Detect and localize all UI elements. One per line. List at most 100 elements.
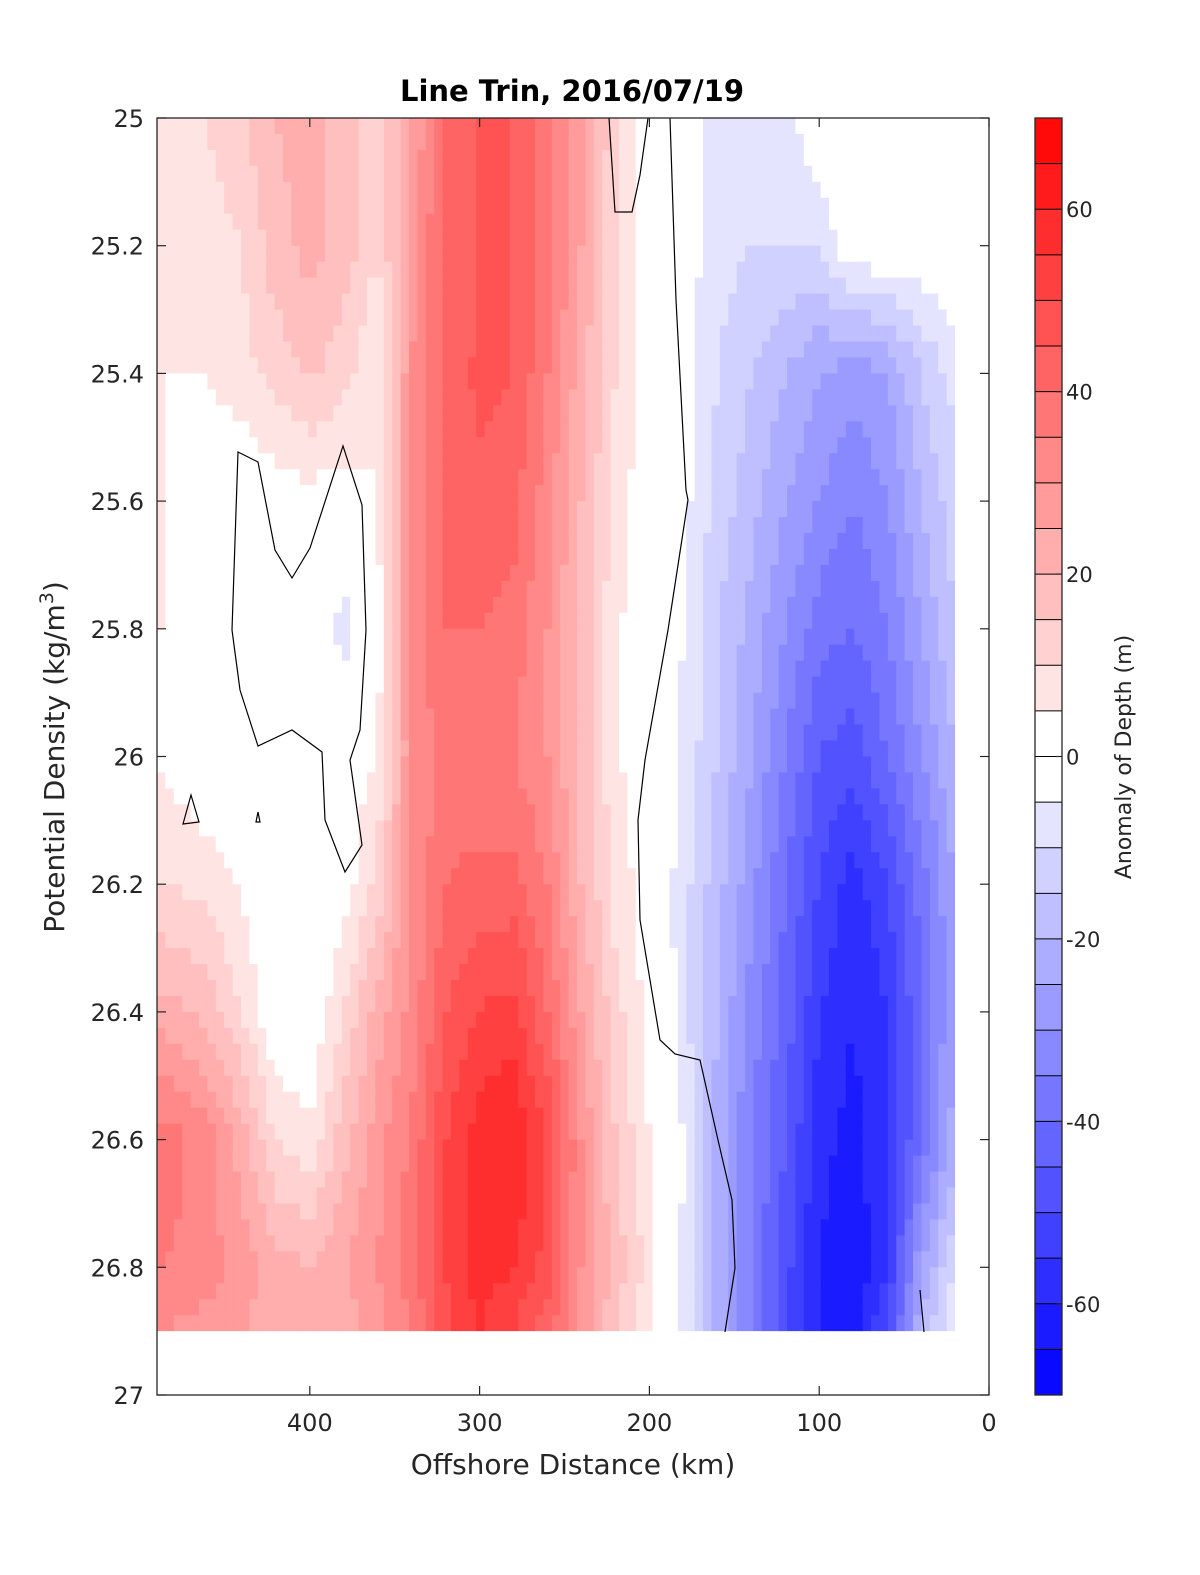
anomaly-cell	[493, 916, 503, 933]
anomaly-cell	[837, 788, 847, 805]
anomaly-cell	[392, 644, 402, 662]
anomaly-cell	[467, 533, 477, 550]
anomaly-cell	[929, 357, 939, 374]
anomaly-cell	[333, 197, 343, 215]
anomaly-cell	[484, 437, 494, 454]
anomaly-cell	[610, 309, 620, 327]
anomaly-cell	[299, 325, 309, 343]
anomaly-cell	[745, 820, 755, 837]
anomaly-cell	[661, 836, 671, 853]
anomaly-cell	[929, 548, 939, 566]
anomaly-cell	[266, 485, 276, 502]
anomaly-cell	[929, 213, 939, 231]
anomaly-cell	[736, 118, 746, 135]
anomaly-cell	[551, 389, 561, 406]
anomaly-cell	[241, 118, 250, 135]
anomaly-cell	[274, 836, 284, 853]
anomaly-cell	[274, 900, 284, 917]
anomaly-cell	[761, 165, 771, 183]
anomaly-cell	[871, 756, 881, 774]
anomaly-cell	[367, 612, 377, 630]
anomaly-cell	[661, 245, 671, 263]
anomaly-cell	[333, 868, 343, 885]
anomaly-cell	[929, 453, 939, 470]
anomaly-cell	[635, 548, 645, 566]
anomaly-cell	[652, 916, 662, 933]
anomaly-cell	[367, 133, 377, 151]
anomaly-cell	[929, 804, 939, 821]
anomaly-cell	[913, 708, 923, 726]
anomaly-cell	[358, 868, 368, 885]
anomaly-cell	[619, 724, 629, 742]
anomaly-cell	[753, 469, 763, 486]
anomaly-cell	[652, 580, 662, 598]
anomaly-cell	[686, 740, 696, 758]
anomaly-cell	[854, 165, 864, 183]
anomaly-cell	[677, 676, 687, 694]
anomaly-cell	[476, 820, 486, 837]
anomaly-cell	[266, 772, 276, 790]
anomaly-cell	[409, 756, 419, 774]
anomaly-cell	[778, 644, 788, 662]
anomaly-cell	[896, 692, 906, 710]
anomaly-cell	[526, 293, 536, 311]
anomaly-cell	[703, 293, 713, 311]
anomaly-cell	[820, 676, 830, 694]
anomaly-cell	[610, 261, 620, 279]
anomaly-cell	[896, 309, 906, 327]
anomaly-cell	[518, 277, 528, 295]
anomaly-cell	[820, 213, 830, 231]
anomaly-cell	[434, 740, 444, 758]
anomaly-cell	[215, 517, 225, 534]
anomaly-cell	[803, 644, 813, 662]
anomaly-cell	[157, 900, 166, 917]
anomaly-cell	[425, 868, 435, 885]
anomaly-cell	[593, 580, 603, 598]
anomaly-cell	[745, 149, 755, 167]
anomaly-cell	[232, 724, 242, 742]
anomaly-cell	[938, 469, 948, 486]
anomaly-cell	[820, 437, 830, 454]
anomaly-cell	[501, 788, 511, 805]
anomaly-cell	[887, 756, 897, 774]
anomaly-cell	[845, 884, 855, 901]
anomaly-cell	[215, 580, 225, 598]
anomaly-cell	[635, 868, 645, 885]
anomaly-cell	[526, 612, 536, 630]
anomaly-cell	[820, 868, 830, 885]
anomaly-cell	[190, 740, 200, 758]
anomaly-cell	[652, 469, 662, 486]
anomaly-cell	[736, 724, 746, 742]
anomaly-cell	[182, 517, 192, 534]
anomaly-cell	[610, 517, 620, 534]
anomaly-cell	[913, 596, 923, 614]
anomaly-cell	[837, 517, 847, 534]
anomaly-cell	[358, 628, 368, 646]
anomaly-cell	[761, 804, 771, 821]
anomaly-cell	[862, 533, 872, 550]
anomaly-cell	[913, 740, 923, 758]
anomaly-cell	[224, 900, 234, 917]
anomaly-cell	[669, 293, 679, 311]
anomaly-cell	[921, 580, 931, 598]
anomaly-cell	[913, 517, 923, 534]
anomaly-cell	[913, 389, 923, 406]
anomaly-cell	[753, 533, 763, 550]
anomaly-cell	[703, 453, 713, 470]
anomaly-cell	[325, 453, 335, 470]
anomaly-cell	[938, 453, 948, 470]
anomaly-cell	[207, 149, 217, 167]
anomaly-cell	[518, 181, 528, 199]
anomaly-cell	[493, 469, 503, 486]
anomaly-cell	[745, 421, 755, 438]
anomaly-cell	[845, 357, 855, 374]
anomaly-cell	[501, 756, 511, 774]
anomaly-cell	[837, 596, 847, 614]
anomaly-cell	[308, 788, 318, 805]
anomaly-cell	[535, 756, 545, 774]
anomaly-cell	[350, 181, 360, 199]
anomaly-cell	[896, 165, 906, 183]
anomaly-cell	[652, 804, 662, 821]
anomaly-cell	[451, 564, 461, 582]
anomaly-cell	[753, 628, 763, 646]
